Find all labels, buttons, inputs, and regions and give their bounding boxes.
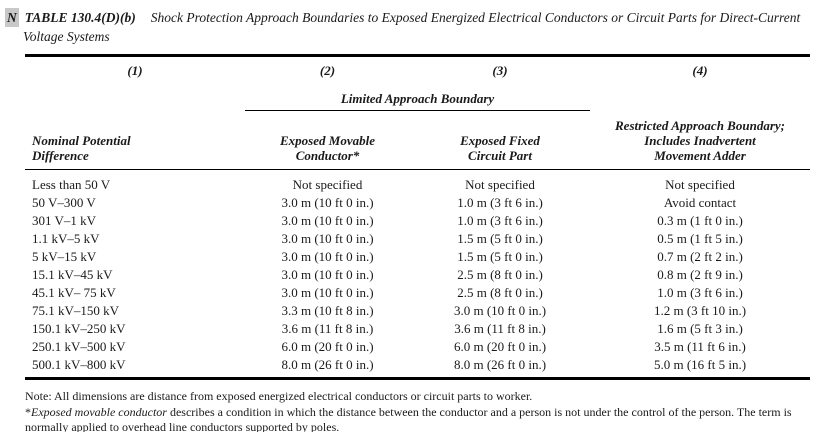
table-row: 5 kV–15 kV 3.0 m (10 ft 0 in.) 1.5 m (5 ft… [25,248,810,266]
header-line: Exposed Fixed [460,133,540,148]
cell-distance: 3.6 m (11 ft 8 in.) [281,321,374,336]
cell-distance: 6.0 m (20 ft 0 in.) [453,339,547,354]
cell-distance: 6.0 m (20 ft 0 in.) [281,339,374,354]
cell-voltage-range: 5 kV–15 kV [32,249,97,264]
cell-voltage-range: 50 V–300 V [32,195,96,210]
cell-distance: 3.5 m (11 ft 6 in.) [654,339,746,354]
column-number-row: (1) (2) (3) (4) [25,56,810,86]
cell-distance: 1.0 m (3 ft 6 in.) [657,285,743,300]
cell-distance: 3.0 m (10 ft 0 in.) [281,285,374,300]
table-row: 50 V–300 V 3.0 m (10 ft 0 in.) 1.0 m (3 ft… [25,194,810,212]
empty-header-cell [25,85,245,111]
cell-distance: 3.0 m (10 ft 0 in.) [281,249,374,264]
cell-distance: Avoid contact [663,195,737,210]
cell-distance: 8.0 m (26 ft 0 in.) [281,357,374,372]
cell-distance: 0.8 m (2 ft 9 in.) [657,267,743,282]
header-line: Exposed Movable [280,133,375,148]
cell-distance: Not specified [465,177,535,192]
cell-voltage-range: Less than 50 V [32,177,111,192]
approach-boundaries-table: (1) (2) (3) (4) Limited Approach Boundar… [25,54,810,380]
table-row: 150.1 kV–250 kV 3.6 m (11 ft 8 in.) 3.6 m … [25,320,810,338]
cell-distance: 1.2 m (3 ft 10 in.) [653,303,747,318]
table-body: Less than 50 V Not specified Not specified… [25,170,810,379]
table-row: 45.1 kV– 75 kV 3.0 m (10 ft 0 in.) 2.5 m (… [25,284,810,302]
cell-distance: 5.0 m (16 ft 5 in.) [653,357,747,372]
table-number-label: TABLE 130.4(D)(b) [24,10,136,25]
general-note: Note: All dimensions are distance from e… [25,389,533,403]
header-line: Movement Adder [654,148,746,163]
cell-distance: 8.0 m (26 ft 0 in.) [453,357,547,372]
cell-voltage-range: 75.1 kV–150 kV [32,303,120,318]
table-row: 500.1 kV–800 kV 8.0 m (26 ft 0 in.) 8.0 m … [25,356,810,379]
header-line: Difference [32,148,89,163]
cell-distance: 1.0 m (3 ft 6 in.) [457,213,543,228]
cell-voltage-range: 150.1 kV–250 kV [32,321,126,336]
cell-distance: 1.0 m (3 ft 6 in.) [457,195,543,210]
cell-distance: 3.0 m (10 ft 0 in.) [281,195,374,210]
header-line: Includes Inadvertent [644,133,756,148]
column-number-4: (4) [692,63,708,78]
cell-distance: 1.5 m (5 ft 0 in.) [457,231,543,246]
table-row: 15.1 kV–45 kV 3.0 m (10 ft 0 in.) 2.5 m (8… [25,266,810,284]
cell-voltage-range: 500.1 kV–800 kV [32,357,126,372]
footnote-term: Exposed movable conductor [31,404,167,419]
cell-distance: 3.0 m (10 ft 0 in.) [281,213,374,228]
limited-approach-boundary-group-header: Limited Approach Boundary [245,85,590,111]
cell-distance: 3.6 m (11 ft 8 in.) [454,321,546,336]
group-header-row: Limited Approach Boundary Restricted App… [25,85,810,170]
exposed-movable-conductor-header: Exposed Movable Conductor* [245,110,410,170]
cell-distance: 0.5 m (1 ft 5 in.) [657,231,743,246]
column-number-3: (3) [492,63,508,78]
column-header-row: Nominal Potential Difference Exposed Mov… [25,110,810,170]
new-material-tag: N [5,8,19,27]
cell-distance: 3.0 m (10 ft 0 in.) [281,267,374,282]
table-notes: Note: All dimensions are distance from e… [25,389,813,432]
table-row: Less than 50 V Not specified Not specified… [25,170,810,195]
table-row: 301 V–1 kV 3.0 m (10 ft 0 in.) 1.0 m (3 ft… [25,212,810,230]
footnote: *Exposed movable conductor describes a c… [25,405,813,432]
cell-voltage-range: 45.1 kV– 75 kV [32,285,116,300]
cell-distance: 2.5 m (8 ft 0 in.) [457,285,543,300]
nominal-potential-difference-header: Nominal Potential Difference [25,110,245,170]
cell-voltage-range: 1.1 kV–5 kV [32,231,100,246]
cell-voltage-range: 250.1 kV–500 kV [32,339,126,354]
table-title-text: Shock Protection Approach Boundaries to … [23,10,801,44]
table-row: 1.1 kV–5 kV 3.0 m (10 ft 0 in.) 1.5 m (5 f… [25,230,810,248]
table-row: 250.1 kV–500 kV 6.0 m (20 ft 0 in.) 6.0 m … [25,338,810,356]
cell-distance: Not specified [665,177,735,192]
cell-distance: 1.5 m (5 ft 0 in.) [457,249,543,264]
cell-distance: 3.0 m (10 ft 0 in.) [453,303,547,318]
cell-distance: 3.0 m (10 ft 0 in.) [281,231,374,246]
column-number-1: (1) [127,63,143,78]
header-line: Conductor* [295,148,360,163]
cell-voltage-range: 15.1 kV–45 kV [32,267,113,282]
cell-distance: 0.3 m (1 ft 0 in.) [657,213,743,228]
header-line: Restricted Approach Boundary; [615,118,785,133]
cell-distance: 2.5 m (8 ft 0 in.) [457,267,543,282]
cell-distance: 1.6 m (5 ft 3 in.) [657,321,743,336]
column-number-2: (2) [319,63,336,78]
footnote-marker: * [25,404,31,419]
table-header: (1) (2) (3) (4) Limited Approach Boundar… [25,56,810,170]
header-line: Nominal Potential [32,133,131,148]
table-row: 75.1 kV–150 kV 3.3 m (10 ft 8 in.) 3.0 m (… [25,302,810,320]
cell-distance: 0.7 m (2 ft 2 in.) [657,249,743,264]
cell-distance: Not specified [292,177,363,192]
restricted-approach-boundary-header: Restricted Approach Boundary; Includes I… [590,85,810,170]
table-title: N TABLE 130.4(D)(b) Shock Protection Appro… [0,0,823,46]
cell-distance: 3.3 m (10 ft 8 in.) [281,303,374,318]
header-line: Circuit Part [468,148,532,163]
cell-voltage-range: 301 V–1 kV [32,213,97,228]
footnote-text: describes a condition in which the dista… [25,404,792,432]
exposed-fixed-circuit-part-header: Exposed Fixed Circuit Part [410,110,590,170]
